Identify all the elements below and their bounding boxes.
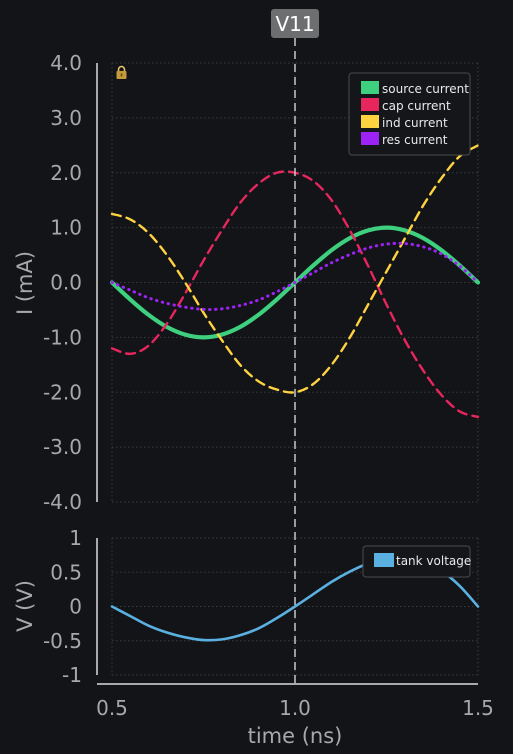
y-tick-label: -1 [62, 663, 82, 687]
y-tick-label: 2.0 [50, 161, 82, 185]
lock-icon[interactable] [116, 65, 127, 80]
y-tick-label: 1 [69, 526, 82, 550]
series-line-3 [110, 241, 480, 312]
top-y-tick-labels: 4.0 3.0 2.0 1.0 0.0 -1.0 -2.0 -3.0 -4.0 [43, 51, 82, 514]
top-legend-items: source current cap current ind current res … [361, 81, 469, 147]
legend-swatch [361, 132, 379, 145]
legend-swatch [361, 98, 379, 111]
cursor-tag[interactable]: V11 [271, 9, 319, 38]
bottom-legend-items: tank voltage [374, 553, 471, 568]
y-tick-label: -0.5 [43, 629, 82, 653]
legend-swatch [374, 553, 394, 567]
x-axis-label: time (ns) [248, 724, 343, 748]
legend-label: cap current [382, 99, 451, 113]
cursor-label: V11 [275, 12, 314, 36]
top-y-axis-label: I (mA) [13, 251, 37, 315]
series-line-2 [110, 144, 480, 394]
y-tick-label: -3.0 [43, 435, 82, 459]
x-tick-label: 1.5 [462, 696, 494, 720]
x-tick-labels: 0.5 1.0 1.5 [96, 696, 494, 720]
x-tick-label: 0.5 [96, 696, 128, 720]
y-tick-label: 3.0 [50, 106, 82, 130]
y-tick-label: -4.0 [43, 490, 82, 514]
legend-label: tank voltage [396, 554, 471, 568]
legend-label: res current [382, 133, 448, 147]
cursor-tag-box [271, 9, 319, 38]
bottom-y-tick-labels: 1 0.5 0 -0.5 -1 [43, 526, 82, 687]
legend-label: ind current [382, 116, 448, 130]
y-tick-label: 0.0 [50, 271, 82, 295]
top-legend-box [348, 72, 471, 156]
y-tick-label: 0.5 [50, 560, 82, 584]
y-tick-label: 0 [69, 595, 82, 619]
legend-swatch [361, 115, 379, 128]
x-tick-label: 1.0 [279, 696, 311, 720]
legend-swatch [361, 81, 379, 94]
bottom-legend: tank voltage [362, 545, 471, 578]
y-tick-label: 4.0 [50, 51, 82, 75]
legend-label: source current [382, 82, 469, 96]
y-tick-label: -2.0 [43, 380, 82, 404]
y-tick-label: 1.0 [50, 216, 82, 240]
top-legend: source current cap current ind current res … [348, 72, 471, 156]
y-tick-label: -1.0 [43, 325, 82, 349]
bottom-y-axis-label: V (V) [13, 580, 37, 632]
